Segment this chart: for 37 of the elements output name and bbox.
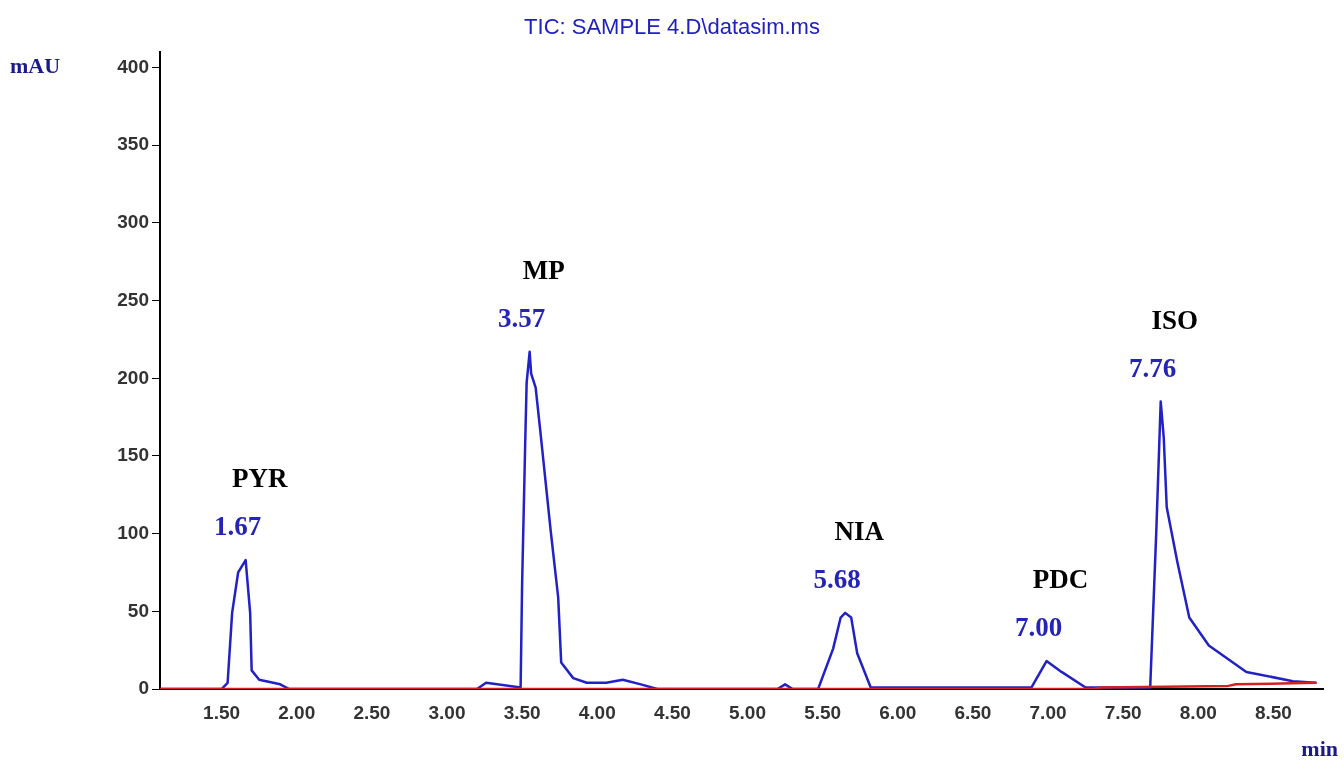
x-tick-label: 5.50 [804,701,842,723]
x-tick-label: 7.00 [1029,701,1067,723]
annotation: MP [522,254,565,285]
x-tick-label: 8.00 [1179,701,1217,723]
y-tick-label: 100 [117,521,149,543]
annotation: PYR [231,463,288,494]
annotation: 5.68 [813,563,861,594]
annotation: 7.76 [1129,352,1177,383]
x-tick-label: 2.50 [353,701,391,723]
x-axis-title: min [1301,735,1338,761]
x-tick-label: 5.00 [729,701,766,723]
y-tick-label: 50 [127,599,149,621]
x-tick-label: 8.50 [1254,701,1292,723]
x-tick-label: 2.00 [278,701,316,723]
annotation: 1.67 [214,511,262,542]
x-tick-label: 6.50 [954,701,992,723]
y-tick-label: 400 [117,55,149,77]
y-axis-title: mAU [10,53,61,79]
y-tick-label: 0 [138,677,149,699]
x-tick-label: 7.50 [1104,701,1142,723]
y-tick-label: 350 [117,133,149,155]
annotation: PDC [1032,564,1089,594]
annotation: NIA [834,515,885,546]
chart-title: TIC: SAMPLE 4.D\datasim.ms [524,14,820,40]
y-tick-label: 300 [117,211,149,233]
x-tick-label: 4.00 [578,701,616,723]
x-tick-label: 3.50 [503,701,541,723]
x-tick-label: 6.00 [879,701,917,723]
y-tick-label: 250 [117,288,149,310]
x-tick-label: 4.50 [653,701,691,723]
annotation: ISO [1151,304,1198,335]
annotation: 7.00 [1014,612,1063,642]
x-tick-label: 3.00 [428,701,466,723]
annotation: 3.57 [498,302,546,333]
y-tick-label: 200 [117,366,149,388]
x-tick-label: 1.50 [203,701,241,723]
y-tick-label: 150 [117,444,149,466]
